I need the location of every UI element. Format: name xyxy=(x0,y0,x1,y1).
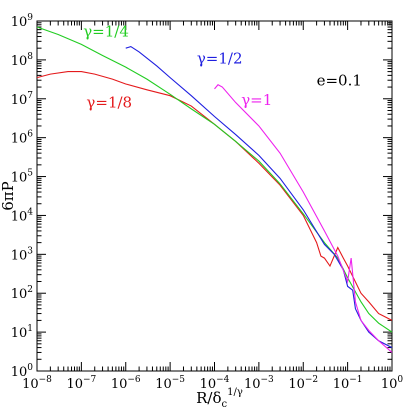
y-tick-label: 103 xyxy=(11,246,34,263)
x-axis-title: R/δc1/γ xyxy=(196,387,243,410)
parameter-annotation: e=0.1 xyxy=(317,71,362,89)
series-line xyxy=(36,71,393,321)
series-lines xyxy=(36,26,393,353)
x-tick-label: 10−5 xyxy=(155,375,185,392)
y-tick-label: 104 xyxy=(11,207,34,224)
y-tick-label: 109 xyxy=(11,13,34,30)
series-line xyxy=(36,26,393,333)
series-line xyxy=(214,84,393,353)
x-tick-label: 10−7 xyxy=(66,375,96,392)
axis-ticks xyxy=(36,20,393,372)
series-labels: γ=1/4 γ=1/2 γ=1/8 γ=1 e=0.1 xyxy=(83,22,362,111)
series-label: γ=1/8 xyxy=(86,93,132,111)
x-tick-label: 10−3 xyxy=(244,375,274,392)
series-label: γ=1/2 xyxy=(197,50,243,68)
series-label: γ=1/4 xyxy=(83,22,129,40)
series-label: γ=1 xyxy=(241,91,272,109)
x-tick-label: 10−4 xyxy=(200,375,230,392)
x-tick-label: 10−2 xyxy=(288,375,318,392)
y-tick-label: 107 xyxy=(11,91,34,108)
x-tick-label: 10−1 xyxy=(333,375,363,392)
y-tick-label: 106 xyxy=(11,130,34,147)
y-tick-label: 100 xyxy=(11,363,34,380)
series-line xyxy=(125,45,393,349)
x-tick-label: 10−8 xyxy=(22,375,52,392)
y-tick-label: 108 xyxy=(11,52,34,69)
y-axis-title: 6πP xyxy=(0,181,17,211)
x-tick-label: 100 xyxy=(381,375,404,392)
axis-labels: 10−8 10−7 10−6 10−5 10−4 10−3 10−2 10−1 100 100 10… xyxy=(0,13,403,410)
y-tick-label: 105 xyxy=(11,169,34,186)
y-tick-label: 101 xyxy=(11,324,33,341)
y-tick-label: 102 xyxy=(11,285,33,302)
x-tick-label: 10−6 xyxy=(111,375,141,392)
